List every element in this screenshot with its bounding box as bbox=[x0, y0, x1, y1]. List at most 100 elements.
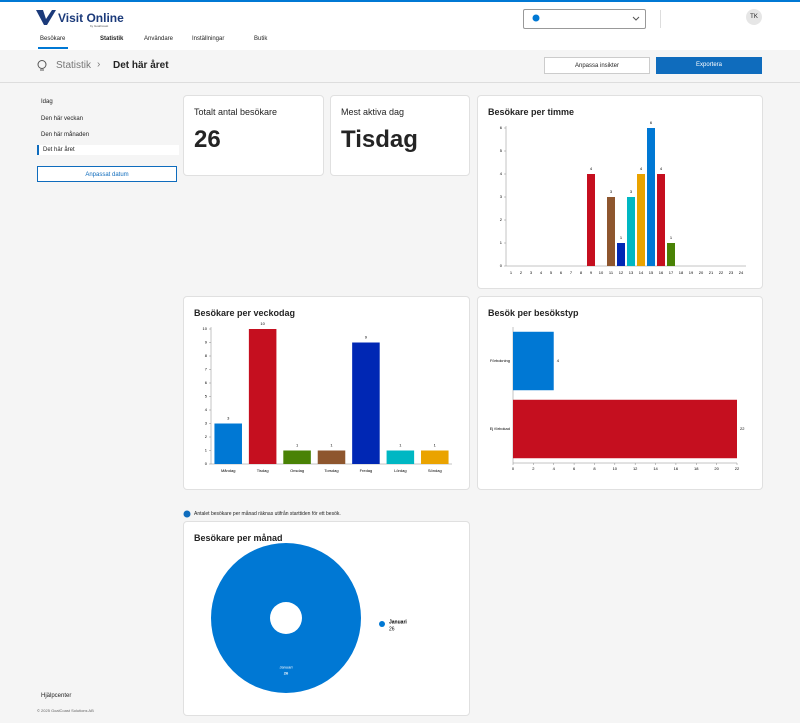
chart: 0 1 2 3 4 5 6 7 8 9 10 Måndag 3 Tisdag 10 Onsdag 1 Torsda… bbox=[203, 321, 452, 473]
x-tick-label: 2 bbox=[532, 466, 535, 471]
legend-value: 26 bbox=[389, 626, 395, 632]
help-link[interactable]: Hjälpcenter bbox=[41, 693, 72, 699]
period-option[interactable]: Den här veckan bbox=[41, 115, 84, 122]
x-tick-label: 20 bbox=[699, 270, 704, 275]
kpi-value: Tisdag bbox=[341, 126, 418, 153]
x-tick-label: Lördag bbox=[394, 468, 406, 473]
x-tick-label: 14 bbox=[653, 466, 658, 471]
bar bbox=[647, 128, 655, 266]
y-tick-label: 1 bbox=[500, 240, 503, 245]
export-button[interactable]: Exportera bbox=[656, 57, 762, 74]
x-tick-label: 23 bbox=[729, 270, 734, 275]
y-tick-label: 8 bbox=[205, 353, 208, 358]
bar bbox=[587, 174, 595, 266]
x-tick-label: 2 bbox=[520, 270, 523, 275]
x-tick-label: 15 bbox=[649, 270, 654, 275]
x-tick-label: 16 bbox=[674, 466, 679, 471]
nav-tab[interactable]: Statistik bbox=[100, 36, 124, 42]
y-tick-label: 4 bbox=[205, 407, 208, 412]
x-tick-label: 6 bbox=[560, 270, 563, 275]
chart: 0 2 4 6 8 10 12 14 16 18 20 22 Förbokning 4 Ej förboka… bbox=[490, 327, 745, 471]
nav-tab[interactable]: Besökare bbox=[40, 36, 66, 42]
y-tick-label: 4 bbox=[500, 171, 503, 176]
bar bbox=[617, 243, 625, 266]
bar bbox=[513, 331, 554, 391]
bar bbox=[513, 399, 737, 459]
y-tick-label: Ej förbokad bbox=[490, 426, 510, 431]
x-tick-label: Tisdag bbox=[257, 468, 269, 473]
data-label: 3 bbox=[610, 189, 613, 194]
x-tick-label: 16 bbox=[659, 270, 664, 275]
y-tick-label: 1 bbox=[205, 448, 208, 453]
data-label: 3 bbox=[227, 416, 230, 421]
avatar[interactable]: TK bbox=[746, 9, 762, 25]
nav-tab[interactable]: Inställningar bbox=[192, 36, 225, 42]
x-tick-label: 18 bbox=[679, 270, 684, 275]
x-tick-label: 13 bbox=[629, 270, 634, 275]
y-tick-label: 2 bbox=[205, 434, 208, 439]
legend-label: Januari bbox=[389, 619, 407, 625]
kpi-label: Totalt antal besökare bbox=[194, 107, 278, 117]
chart-card: Besökare per timme 0 1 2 3 4 5 6 1 2 3 4 5 6 7 8 9 4 10 11 3… bbox=[477, 95, 763, 289]
bar bbox=[657, 174, 665, 266]
logo-sub: by GoalCoast bbox=[90, 24, 109, 28]
period-option[interactable]: Den här månaden bbox=[41, 132, 90, 138]
slice-label: Januari bbox=[279, 665, 292, 670]
x-tick-label: 1 bbox=[510, 270, 513, 275]
data-label: 1 bbox=[296, 443, 299, 448]
data-label: 1 bbox=[399, 443, 402, 448]
x-tick-label: 24 bbox=[739, 270, 744, 275]
x-tick-label: 4 bbox=[540, 270, 543, 275]
data-label: 9 bbox=[365, 335, 368, 340]
data-label: 4 bbox=[640, 166, 643, 171]
y-tick-label: 3 bbox=[205, 421, 208, 426]
bar bbox=[317, 450, 346, 464]
x-tick-label: 12 bbox=[633, 466, 638, 471]
custom-date-button[interactable]: Anpassat datum bbox=[37, 166, 177, 182]
x-tick-label: Fredag bbox=[360, 468, 373, 473]
x-tick-label: 12 bbox=[619, 270, 624, 275]
x-tick-label: 17 bbox=[669, 270, 674, 275]
slice bbox=[211, 543, 361, 693]
kpi-card: Mest aktiva dag Tisdag bbox=[330, 95, 470, 176]
chart-title: Besök per besökstyp bbox=[488, 308, 579, 318]
x-tick-label: 20 bbox=[714, 466, 719, 471]
kpi-label: Mest aktiva dag bbox=[341, 107, 405, 117]
location-select[interactable] bbox=[523, 9, 646, 29]
bar bbox=[637, 174, 645, 266]
breadcrumb-current: Det här året bbox=[113, 60, 169, 71]
x-tick-label: 6 bbox=[573, 466, 576, 471]
x-tick-label: 11 bbox=[609, 270, 614, 275]
logo-icon bbox=[36, 10, 56, 25]
chart-card: Besökare per månad Januari 26 Januari 26 bbox=[183, 521, 470, 716]
x-tick-label: Torsdag bbox=[324, 468, 338, 473]
top-bar: Visit Online by GoalCoast TK bbox=[0, 0, 800, 50]
x-tick-label: 3 bbox=[530, 270, 533, 275]
period-option[interactable]: Idag bbox=[41, 99, 53, 105]
x-tick-label: Söndag bbox=[428, 468, 442, 473]
y-tick-label: 10 bbox=[203, 326, 208, 331]
x-tick-label: 19 bbox=[689, 270, 694, 275]
chart-card: Besökare per veckodag 0 1 2 3 4 5 6 7 8 9 10 Måndag 3… bbox=[183, 296, 470, 490]
nav-tab[interactable]: Butik bbox=[254, 36, 268, 42]
x-tick-label: Onsdag bbox=[290, 468, 304, 473]
y-tick-label: 2 bbox=[500, 217, 503, 222]
customize-button[interactable]: Anpassa insikter bbox=[544, 57, 650, 74]
x-tick-label: 0 bbox=[512, 466, 515, 471]
copyright: © 2025 GoalCoast Solutions AB bbox=[37, 708, 94, 713]
x-tick-label: 22 bbox=[735, 466, 740, 471]
x-tick-label: Måndag bbox=[221, 468, 235, 473]
breadcrumb-item[interactable]: Statistik bbox=[56, 60, 92, 71]
y-tick-label: 0 bbox=[205, 461, 208, 466]
nav-tab[interactable]: Användare bbox=[144, 36, 174, 42]
bar bbox=[283, 450, 311, 464]
y-tick-label: 6 bbox=[205, 380, 208, 385]
bar bbox=[667, 243, 675, 266]
x-tick-label: 18 bbox=[694, 466, 699, 471]
bar bbox=[352, 342, 380, 464]
kpi-card: Totalt antal besökare 26 bbox=[183, 95, 324, 176]
data-label: 3 bbox=[630, 189, 633, 194]
period-option[interactable]: Det här året bbox=[37, 145, 179, 155]
